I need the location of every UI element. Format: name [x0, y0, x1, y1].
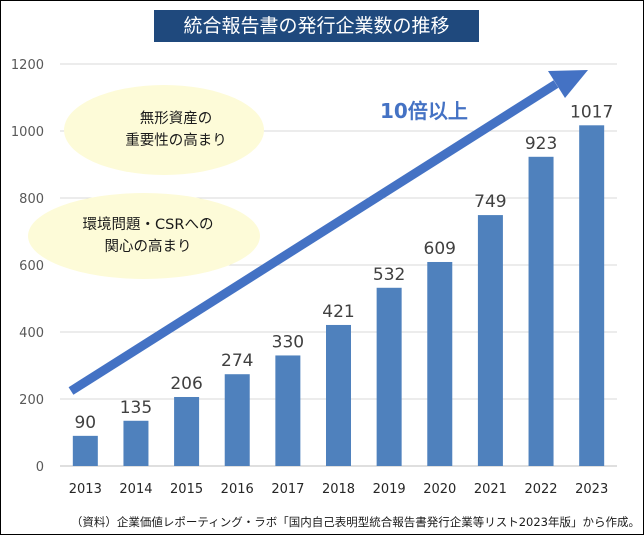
bar	[72, 435, 98, 466]
growth-arrow-head	[548, 70, 588, 98]
data-label: 90	[74, 413, 96, 433]
note-intangible-line2: 重要性の高まり	[125, 132, 227, 149]
note-csr-line2: 関心の高まり	[105, 238, 192, 255]
data-label: 1017	[570, 102, 613, 122]
x-axis-ticks: 2013 2014 2015 2016 2017 2018 2019 2020 2021 2022…	[69, 482, 608, 497]
y-tick-label: 600	[19, 259, 44, 274]
bar	[528, 156, 554, 467]
data-label: 330	[272, 332, 304, 352]
x-tick-label: 2022	[524, 482, 557, 497]
data-label: 923	[525, 134, 557, 154]
y-tick-label: 1200	[11, 58, 44, 73]
y-tick-label: 0	[36, 460, 44, 475]
bar	[579, 125, 605, 467]
source-note: （資料）企業価値レポーティング・ラボ「国内自己表明型統合報告書発行企業等リスト2…	[70, 515, 640, 529]
bar	[326, 324, 351, 466]
note-ellipse-csr	[28, 193, 260, 279]
bar	[275, 355, 301, 466]
x-tick-label: 2019	[373, 482, 406, 497]
x-tick-label: 2014	[119, 482, 152, 497]
data-label: 532	[373, 265, 405, 285]
y-axis-ticks: 0 200 400 600 800 1000 1200	[11, 58, 44, 475]
bar	[427, 261, 453, 466]
data-label: 749	[474, 192, 506, 212]
data-labels: 90 135 206 274 330 421 532 609 749 923 1017	[74, 102, 613, 433]
data-label: 274	[221, 351, 253, 371]
x-tick-label: 2021	[474, 482, 507, 497]
growth-label: 10倍以上	[380, 99, 468, 123]
data-label: 609	[424, 239, 456, 259]
growth-arrow-shaft	[68, 80, 559, 395]
note-csr-line1: 環境問題・CSRへの	[83, 215, 214, 233]
bar	[224, 374, 250, 466]
x-tick-label: 2018	[322, 482, 355, 497]
bar	[376, 287, 402, 466]
x-tick-label: 2013	[69, 482, 102, 497]
y-tick-label: 400	[19, 326, 44, 341]
chart-title: 統合報告書の発行企業数の推移	[154, 10, 479, 42]
x-tick-label: 2020	[423, 482, 456, 497]
data-label: 421	[322, 302, 354, 322]
x-tick-label: 2017	[271, 482, 304, 497]
data-label: 135	[120, 398, 152, 418]
y-tick-label: 200	[19, 393, 44, 408]
bar	[123, 420, 149, 466]
note-ellipse-intangible	[64, 85, 264, 175]
y-tick-label: 1000	[11, 125, 44, 140]
bar	[477, 215, 503, 466]
x-tick-label: 2015	[170, 482, 203, 497]
bars	[72, 125, 605, 467]
bar	[174, 396, 200, 466]
x-tick-label: 2016	[221, 482, 254, 497]
data-label: 206	[170, 374, 202, 394]
x-tick-label: 2023	[575, 482, 608, 497]
y-tick-label: 800	[19, 192, 44, 207]
note-intangible-line1: 無形資産の	[140, 110, 213, 127]
